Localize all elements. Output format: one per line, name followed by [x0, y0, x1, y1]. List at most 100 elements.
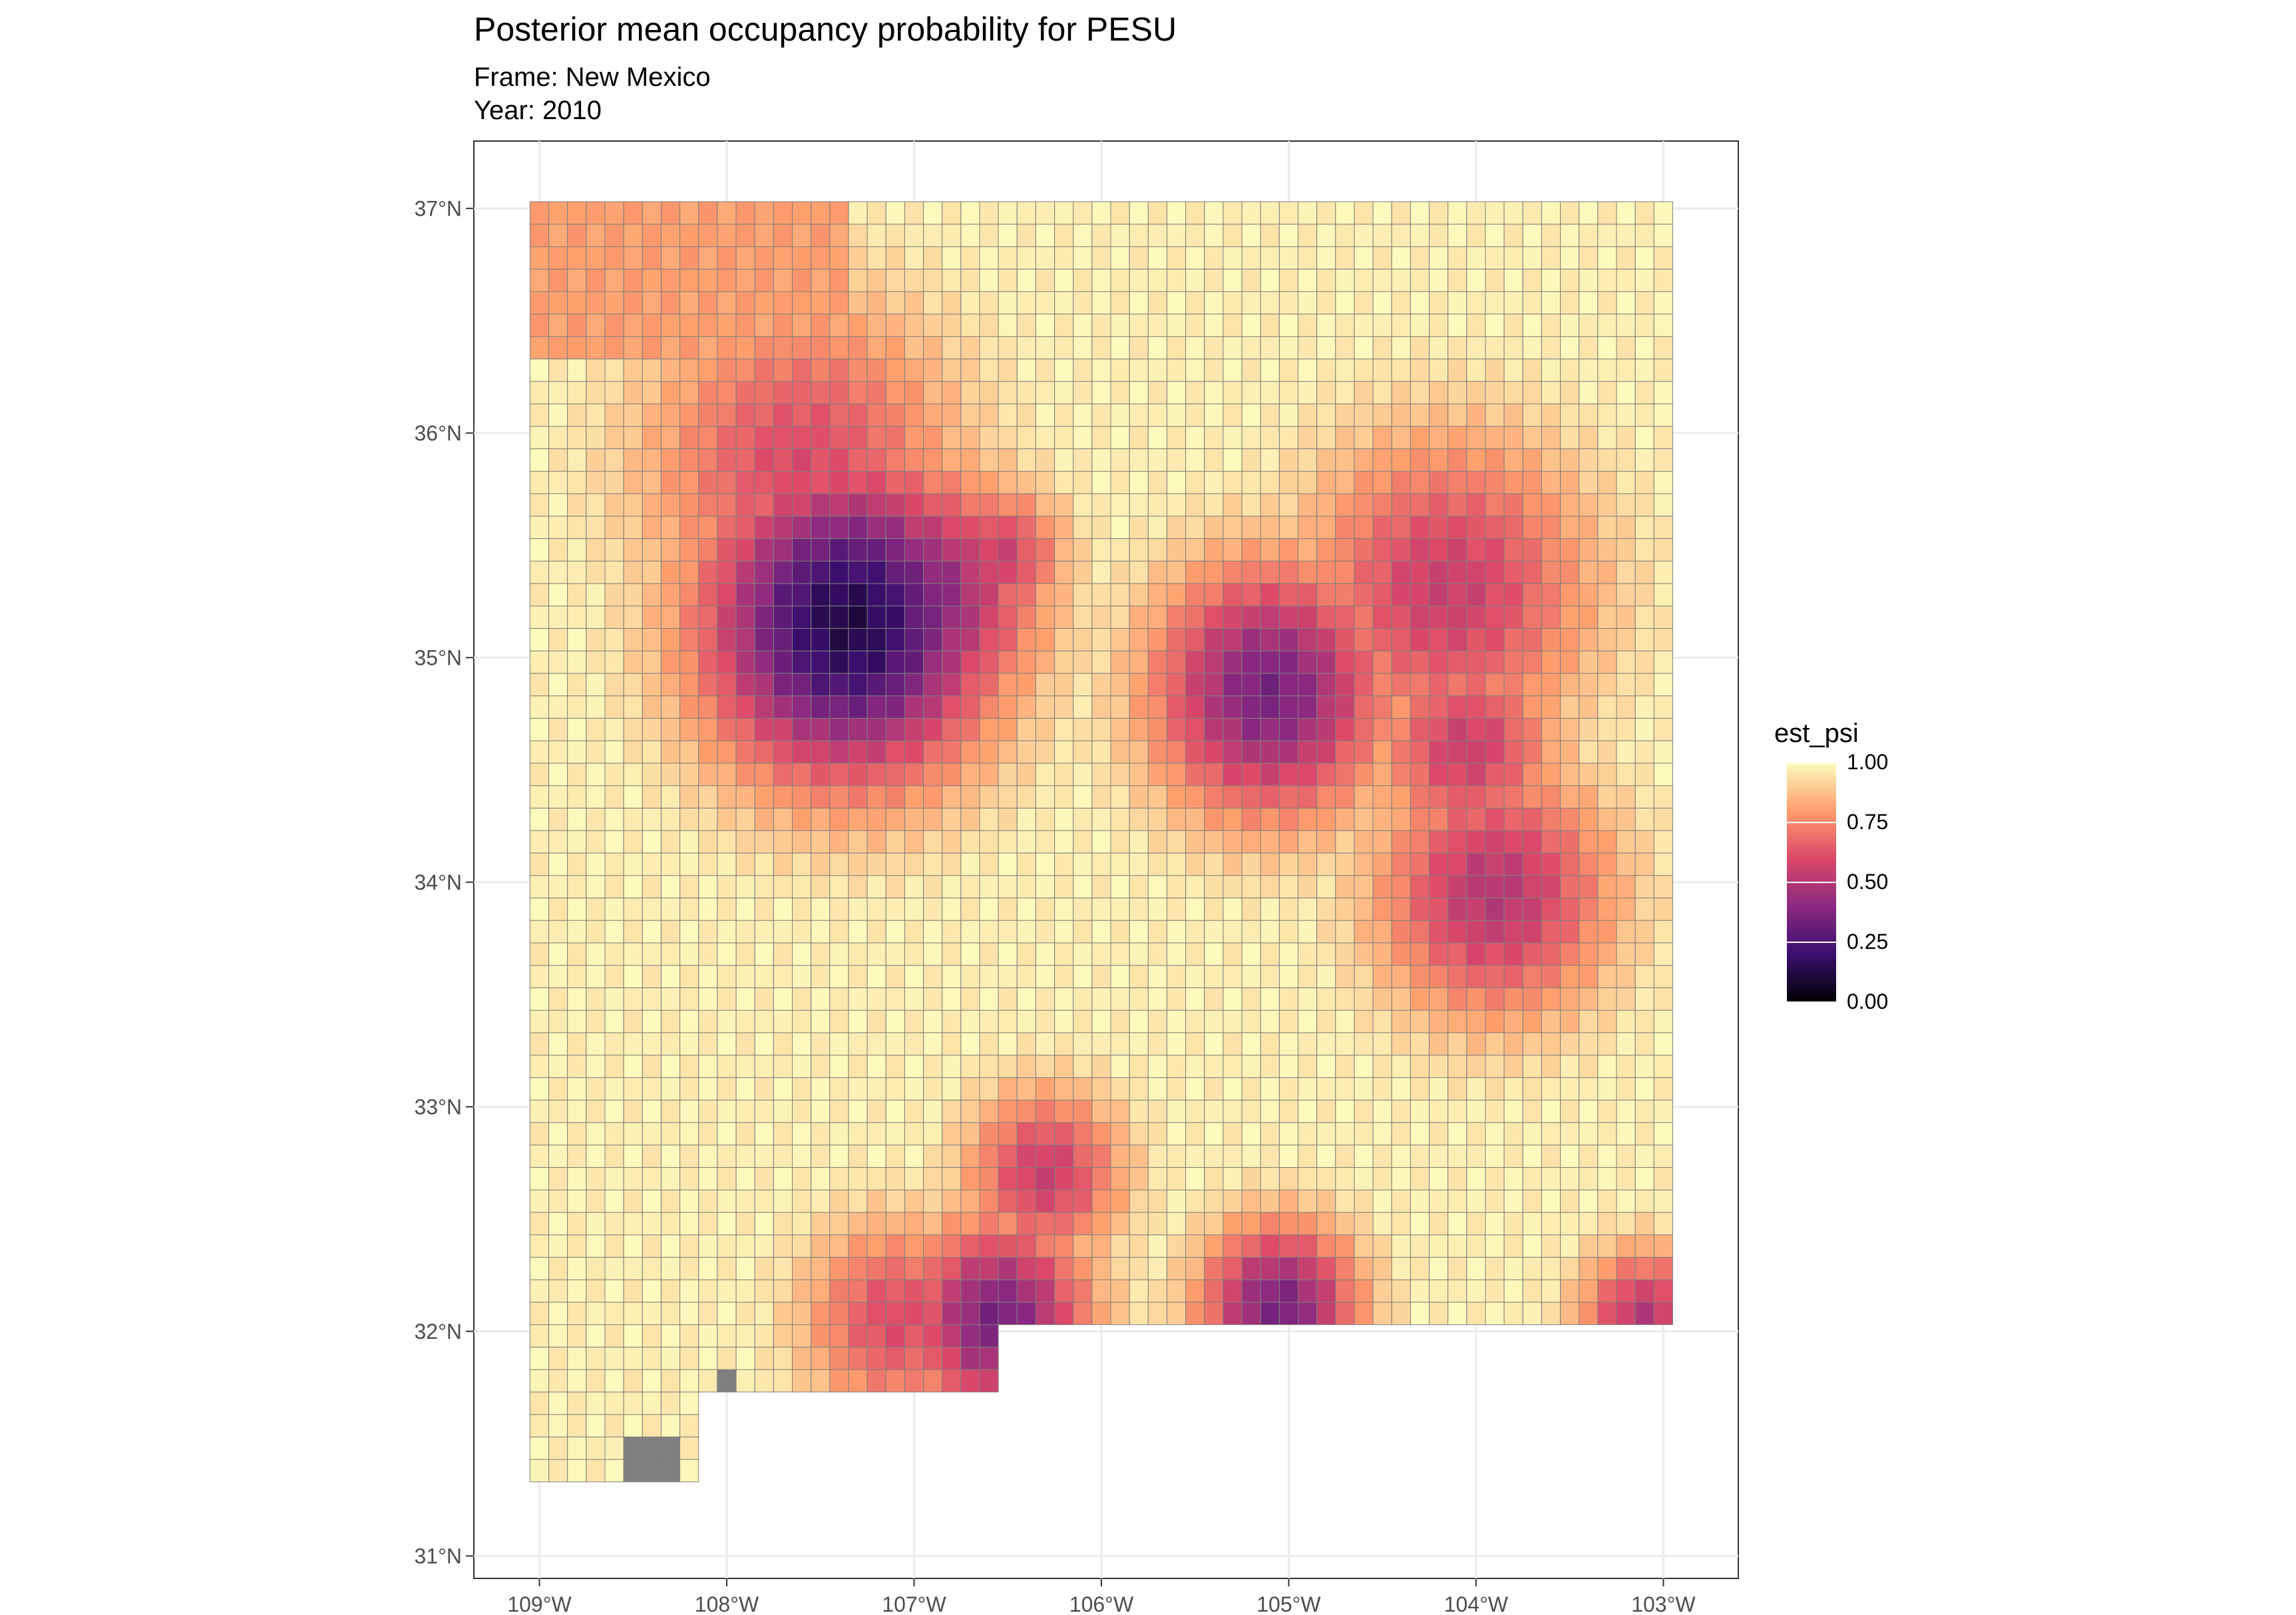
grid-cell [942, 717, 962, 741]
grid-cell [586, 1346, 606, 1370]
grid-cell [698, 695, 718, 719]
grid-cell [604, 1189, 624, 1213]
grid-cell [717, 313, 737, 337]
grid-cell [1653, 1212, 1673, 1236]
grid-cell [529, 1122, 550, 1146]
y-tick-label: 36°N [415, 421, 463, 445]
grid-cell [998, 1166, 1018, 1190]
grid-cell [604, 291, 624, 315]
grid-cell [1541, 560, 1561, 584]
grid-cell [1354, 1122, 1374, 1146]
grid-cell [1541, 493, 1561, 517]
grid-cell [773, 875, 793, 898]
grid-cell [1167, 717, 1187, 741]
x-tick-label: 108°W [695, 1592, 759, 1615]
grid-cell [661, 717, 681, 741]
grid-cell [698, 246, 718, 269]
grid-cell [1372, 763, 1392, 787]
grid-cell [1073, 516, 1093, 539]
grid-cell [773, 987, 793, 1011]
grid-cell [1110, 1077, 1130, 1101]
grid-cell [1410, 606, 1430, 629]
grid-cell [642, 1436, 662, 1460]
grid-cell [586, 1055, 606, 1078]
grid-cell [904, 875, 924, 898]
grid-cell [885, 920, 905, 944]
grid-cell [1429, 717, 1449, 741]
grid-cell [1597, 1055, 1617, 1078]
grid-cell [1167, 1234, 1187, 1258]
grid-cell [942, 606, 962, 629]
grid-cell [960, 516, 980, 539]
grid-cell [1522, 470, 1542, 494]
grid-cell [1503, 268, 1523, 292]
grid-cell [960, 336, 980, 359]
grid-cell [1466, 426, 1486, 449]
grid-cell [1541, 717, 1561, 741]
grid-cell [679, 1055, 699, 1078]
grid-cell [1298, 830, 1318, 854]
grid-cell [1616, 875, 1636, 898]
grid-cell [1016, 1189, 1036, 1213]
grid-cell [923, 875, 943, 898]
grid-cell [1634, 1234, 1654, 1258]
grid-cell [529, 1234, 550, 1258]
grid-cell [1410, 358, 1430, 382]
grid-cell [923, 291, 943, 315]
grid-cell [866, 785, 886, 808]
grid-cell [1091, 426, 1111, 449]
grid-cell [1579, 1189, 1599, 1213]
grid-cell [717, 1279, 737, 1303]
grid-cell [811, 875, 831, 898]
grid-cell [848, 1032, 868, 1056]
grid-cell [1522, 650, 1542, 674]
grid-cell [1054, 426, 1074, 449]
grid-cell [1429, 1032, 1449, 1056]
grid-cell [1091, 740, 1111, 764]
grid-cell [604, 1302, 624, 1326]
grid-cell [717, 830, 737, 854]
grid-cell [829, 1212, 849, 1236]
grid-cell [1054, 201, 1074, 225]
grid-cell [586, 965, 606, 988]
grid-cell [942, 560, 962, 584]
grid-cell [1447, 1122, 1467, 1146]
grid-cell [885, 717, 905, 741]
grid-cell [1185, 583, 1205, 607]
grid-cell [642, 201, 662, 225]
grid-cell [1129, 1122, 1149, 1146]
grid-cell [1054, 493, 1074, 517]
grid-cell [642, 763, 662, 787]
grid-cell [923, 336, 943, 359]
grid-cell [848, 246, 868, 269]
grid-cell [1035, 538, 1055, 562]
grid-cell [1278, 426, 1299, 449]
grid-cell [1204, 628, 1224, 651]
grid-cell [1223, 246, 1243, 269]
grid-cell [848, 695, 868, 719]
grid-cell [1653, 493, 1673, 517]
grid-cell [1579, 1055, 1599, 1078]
grid-cell [1391, 1302, 1411, 1326]
grid-cell [529, 897, 550, 921]
grid-cell [1241, 224, 1261, 248]
grid-cell [1185, 381, 1205, 405]
grid-cell [1634, 201, 1654, 225]
grid-cell [1653, 1166, 1673, 1190]
grid-cell [1260, 493, 1280, 517]
grid-cell [1054, 291, 1074, 315]
grid-cell [1653, 1234, 1673, 1258]
grid-cell [1522, 583, 1542, 607]
grid-cell [698, 1302, 718, 1326]
grid-cell [1354, 740, 1374, 764]
grid-cell [773, 695, 793, 719]
grid-cell [1485, 852, 1505, 876]
grid-cell [1035, 807, 1055, 831]
grid-cell [679, 1032, 699, 1056]
grid-cell [1447, 1032, 1467, 1056]
grid-cell [586, 740, 606, 764]
grid-cell [1223, 897, 1243, 921]
grid-cell [1466, 1077, 1486, 1101]
grid-cell [792, 426, 812, 449]
grid-cell [1372, 1212, 1392, 1236]
